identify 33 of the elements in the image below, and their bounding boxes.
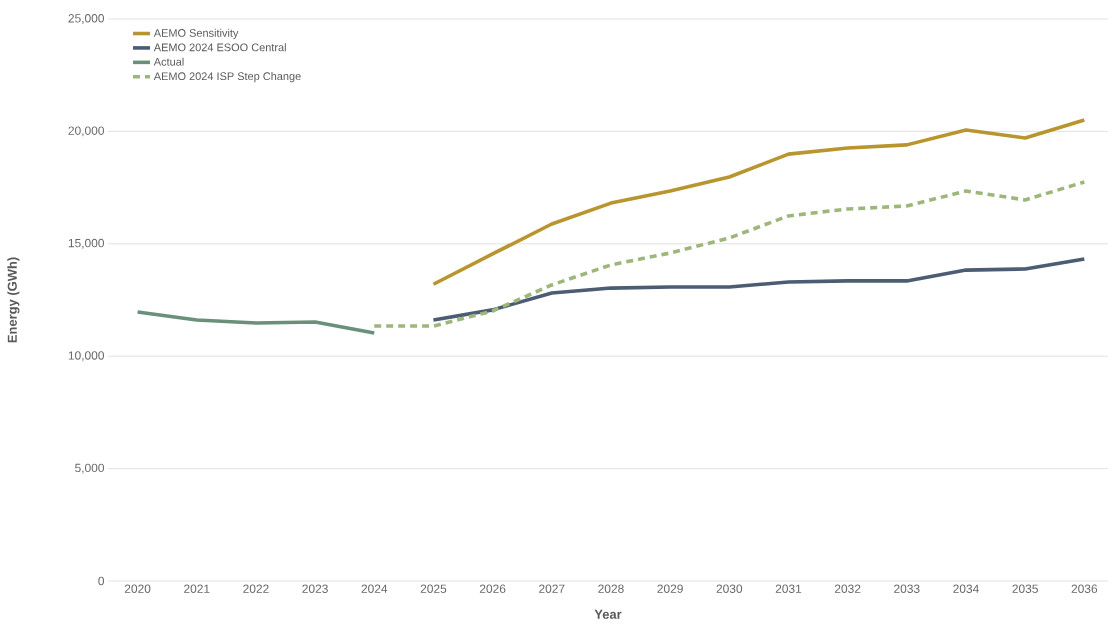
x-tick-label: 2032	[834, 584, 861, 593]
legend-label: AEMO 2024 ESOO Central	[153, 43, 286, 52]
x-tick-label: 2024	[361, 584, 388, 593]
line-series	[431, 118, 1087, 287]
x-tick-label: 2027	[539, 584, 565, 593]
y-tick-label: 5,000	[75, 463, 105, 474]
x-tick-label: 2030	[716, 584, 743, 593]
y-tick-label: 25,000	[68, 14, 105, 24]
legend-label: AEMO 2024 ISP Step Change	[153, 72, 301, 83]
legend-label: AEMO Sensitivity	[153, 28, 239, 39]
x-tick-label: 2029	[657, 584, 683, 593]
x-tick-label: 2020	[124, 584, 151, 593]
y-tick-label: 15,000	[68, 238, 105, 249]
x-tick-label: 2022	[243, 584, 269, 593]
x-tick-label: 2025	[420, 584, 447, 593]
x-tick-label: 2034	[953, 584, 979, 593]
x-tick-label: 2023	[302, 584, 328, 593]
x-axis-title: Year	[594, 609, 622, 619]
y-tick-label: 10,000	[68, 351, 105, 362]
x-tick-label: 2026	[479, 584, 506, 593]
y-tick-label: 0	[98, 576, 105, 586]
x-tick-label: 2036	[1071, 584, 1098, 593]
line-series	[135, 310, 377, 335]
legend-label: Actual	[153, 57, 184, 66]
y-axis-title: Energy (GWh)	[7, 257, 20, 343]
line-series	[431, 257, 1087, 322]
line-series	[372, 180, 1087, 328]
x-tick-label: 2031	[775, 584, 802, 593]
x-tick-label: 2021	[184, 584, 210, 593]
y-tick-label: 20,000	[68, 126, 105, 137]
x-tick-label: 2033	[894, 584, 920, 593]
x-tick-label: 2028	[598, 584, 624, 593]
x-tick-label: 2035	[1012, 584, 1038, 593]
